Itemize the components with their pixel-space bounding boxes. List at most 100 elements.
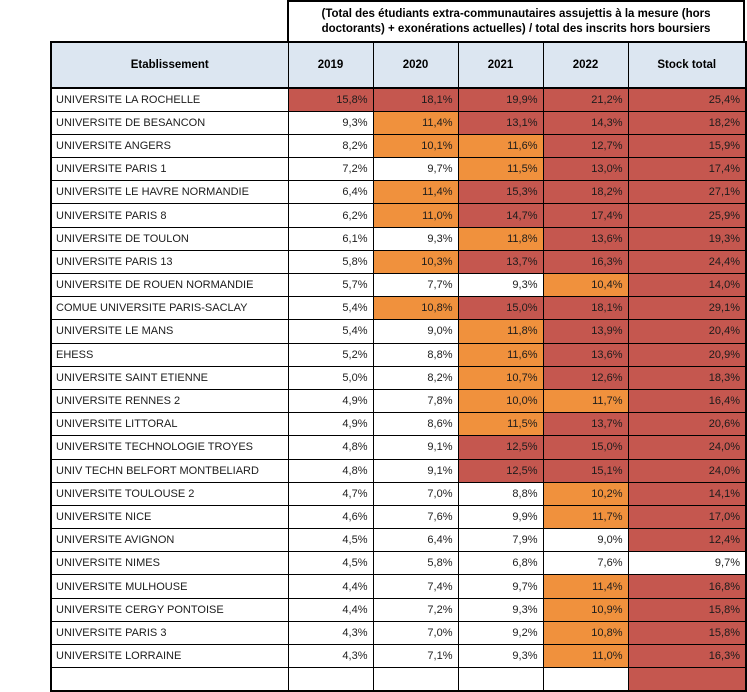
value-cell-2020: 9,7%: [372, 157, 459, 182]
value-cell-2022: 14,3%: [542, 110, 629, 135]
header-stock-total: Stock total: [627, 41, 747, 89]
value-cell-stock-total: 18,3%: [627, 365, 747, 390]
value-cell-2021: 13,7%: [457, 249, 544, 275]
value-cell-stock-total: 25,4%: [627, 87, 747, 112]
etablissement-cell: UNIVERSITE PARIS 3: [50, 620, 289, 646]
value-cell-2021: 10,0%: [457, 388, 544, 414]
value-cell-stock-total: 14,1%: [627, 481, 747, 506]
value-cell-2020: 7,8%: [372, 388, 459, 414]
etablissement-cell: UNIVERSITE SAINT ETIENNE: [50, 365, 289, 390]
value-cell-2020: 7,6%: [372, 504, 459, 530]
value-cell-2022: [542, 667, 629, 692]
value-cell-stock-total: 17,4%: [627, 157, 747, 182]
etablissement-cell: UNIVERSITE LA ROCHELLE: [50, 87, 289, 112]
value-cell-2019: 15,8%: [287, 87, 374, 112]
value-cell-stock-total: 15,8%: [627, 597, 747, 622]
value-cell-2019: 4,5%: [287, 551, 374, 576]
value-cell-stock-total: 16,4%: [627, 388, 747, 414]
value-cell-2022: 13,6%: [542, 342, 629, 367]
value-cell-2022: 15,1%: [542, 458, 629, 483]
value-cell-2019: 6,2%: [287, 203, 374, 228]
etablissement-cell: UNIVERSITE CERGY PONTOISE: [50, 597, 289, 622]
value-cell-2021: 11,8%: [457, 319, 544, 344]
value-cell-2019: 4,5%: [287, 528, 374, 553]
value-cell-2022: 21,2%: [542, 87, 629, 112]
table-row: UNIVERSITE NICE 4,6% 7,6% 9,9% 11,7% 17,0%: [50, 504, 747, 530]
value-cell-2019: 5,0%: [287, 365, 374, 390]
value-cell-2019: 5,2%: [287, 342, 374, 367]
etablissement-cell: UNIVERSITE LE MANS: [50, 319, 289, 344]
value-cell-2021: 6,8%: [457, 551, 544, 576]
value-cell-2021: 10,7%: [457, 365, 544, 390]
table-row: UNIVERSITE PARIS 1 7,2% 9,7% 11,5% 13,0% 17,4…: [50, 157, 747, 182]
value-cell-stock-total: 25,9%: [627, 203, 747, 228]
value-cell-2019: 6,1%: [287, 226, 374, 251]
value-cell-2020: 6,4%: [372, 528, 459, 553]
partial-table-row: [50, 667, 747, 692]
value-cell-2021: 9,3%: [457, 597, 544, 622]
etablissement-cell: UNIVERSITE LORRAINE: [50, 643, 289, 669]
table-row: UNIVERSITE MULHOUSE 4,4% 7,4% 9,7% 11,4% 16,8…: [50, 574, 747, 599]
value-cell-2022: 12,7%: [542, 133, 629, 159]
value-cell-2020: 7,1%: [372, 643, 459, 669]
value-cell-2019: 7,2%: [287, 157, 374, 182]
value-cell-2021: 11,5%: [457, 157, 544, 182]
value-cell-2021: 12,5%: [457, 458, 544, 483]
header-2019: 2019: [287, 41, 374, 89]
table-row: UNIVERSITE DE BESANCON 9,3% 11,4% 13,1% 14,3…: [50, 110, 747, 135]
etablissement-cell: UNIVERSITE DE ROUEN NORMANDIE: [50, 272, 289, 298]
table-row: UNIVERSITE PARIS 3 4,3% 7,0% 9,2% 10,8% 15,8%: [50, 620, 747, 646]
table-row: UNIVERSITE TOULOUSE 2 4,7% 7,0% 8,8% 10,2% 14…: [50, 481, 747, 506]
table-row: UNIVERSITE LE MANS 5,4% 9,0% 11,8% 13,9% 20,4…: [50, 319, 747, 344]
table-row: EHESS 5,2% 8,8% 11,6% 13,6% 20,9%: [50, 342, 747, 367]
value-cell-2022: 13,7%: [542, 412, 629, 437]
etablissement-cell: UNIVERSITE NICE: [50, 504, 289, 530]
etablissement-cell: UNIVERSITE LITTORAL: [50, 412, 289, 437]
value-cell-2019: 9,3%: [287, 110, 374, 135]
value-cell-stock-total: 17,0%: [627, 504, 747, 530]
etablissement-cell: UNIVERSITE AVIGNON: [50, 528, 289, 553]
value-cell-2022: 10,4%: [542, 272, 629, 298]
value-cell-2019: 4,8%: [287, 435, 374, 460]
value-cell-2019: 5,4%: [287, 296, 374, 321]
value-cell-stock-total: 18,2%: [627, 110, 747, 135]
value-cell-2022: 13,0%: [542, 157, 629, 182]
table-row: UNIVERSITE RENNES 2 4,9% 7,8% 10,0% 11,7% 16,…: [50, 388, 747, 414]
header-2020: 2020: [372, 41, 459, 89]
value-cell-stock-total: 16,3%: [627, 643, 747, 669]
etablissement-cell: UNIVERSITE MULHOUSE: [50, 574, 289, 599]
table-row: UNIVERSITE CERGY PONTOISE 4,4% 7,2% 9,3% 10,…: [50, 597, 747, 622]
table-row: UNIVERSITE LITTORAL 4,9% 8,6% 11,5% 13,7% 20,…: [50, 412, 747, 437]
etablissement-cell: UNIV TECHN BELFORT MONTBELIARD: [50, 458, 289, 483]
value-cell-stock-total: 20,9%: [627, 342, 747, 367]
table-row: UNIVERSITE ANGERS 8,2% 10,1% 11,6% 12,7% 15,9…: [50, 133, 747, 159]
table-body: UNIVERSITE LA ROCHELLE 15,8% 18,1% 19,9% 21,…: [50, 87, 747, 692]
value-cell-2019: 6,4%: [287, 180, 374, 205]
header-etablissement: Etablissement: [50, 41, 289, 89]
value-cell-2022: 18,1%: [542, 296, 629, 321]
etablissement-cell: UNIVERSITE PARIS 1: [50, 157, 289, 182]
value-cell-stock-total: 15,8%: [627, 620, 747, 646]
value-cell-2021: 14,7%: [457, 203, 544, 228]
value-cell-2021: 15,0%: [457, 296, 544, 321]
table-row: UNIVERSITE LA ROCHELLE 15,8% 18,1% 19,9% 21,…: [50, 87, 747, 112]
table-row: UNIV TECHN BELFORT MONTBELIARD 4,8% 9,1% 12…: [50, 458, 747, 483]
value-cell-stock-total: 29,1%: [627, 296, 747, 321]
table-row: UNIVERSITE PARIS 8 6,2% 11,0% 14,7% 17,4% 25,…: [50, 203, 747, 228]
etablissement-cell: UNIVERSITE DE BESANCON: [50, 110, 289, 135]
value-cell-2020: 11,0%: [372, 203, 459, 228]
value-cell-2021: 19,9%: [457, 87, 544, 112]
value-cell-2021: 7,9%: [457, 528, 544, 553]
value-cell-2022: 13,9%: [542, 319, 629, 344]
value-cell-stock-total: 16,8%: [627, 574, 747, 599]
header-row: Etablissement 2019 2020 2021 2022 Stock …: [50, 41, 747, 89]
value-cell-2022: 18,2%: [542, 180, 629, 205]
value-cell-2019: 4,3%: [287, 620, 374, 646]
etablissement-cell: UNIVERSITE NIMES: [50, 551, 289, 576]
value-cell-2019: 4,9%: [287, 412, 374, 437]
value-cell-2019: 5,7%: [287, 272, 374, 298]
value-cell-2021: 8,8%: [457, 481, 544, 506]
value-cell-stock-total: 20,6%: [627, 412, 747, 437]
value-cell-2020: 10,3%: [372, 249, 459, 275]
value-cell-2022: 12,6%: [542, 365, 629, 390]
